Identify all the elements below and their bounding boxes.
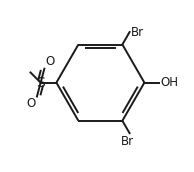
Text: Br: Br: [121, 135, 134, 148]
Text: S: S: [36, 76, 45, 90]
Text: O: O: [27, 97, 36, 110]
Text: O: O: [45, 55, 55, 68]
Text: Br: Br: [131, 26, 144, 39]
Text: OH: OH: [160, 76, 178, 89]
